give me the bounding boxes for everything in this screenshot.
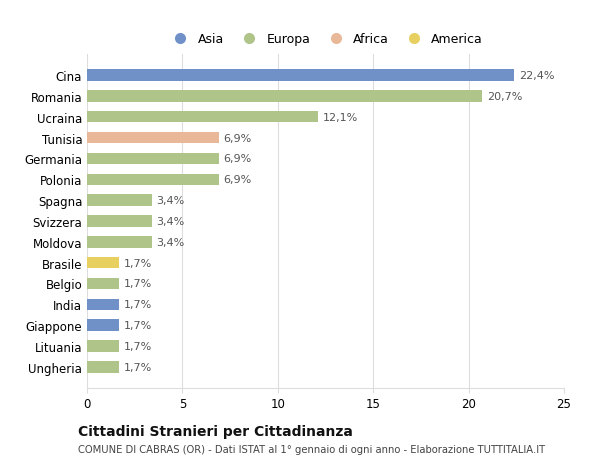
Bar	[87, 361, 119, 373]
Bar	[87, 195, 152, 207]
Text: Cittadini Stranieri per Cittadinanza: Cittadini Stranieri per Cittadinanza	[78, 425, 353, 438]
Bar	[87, 153, 218, 165]
Text: 22,4%: 22,4%	[519, 71, 554, 81]
Bar	[87, 257, 119, 269]
Bar	[87, 299, 119, 310]
Text: 3,4%: 3,4%	[157, 237, 185, 247]
Bar	[87, 91, 482, 102]
Bar	[87, 174, 218, 185]
Text: 6,9%: 6,9%	[223, 154, 251, 164]
Text: 1,7%: 1,7%	[124, 362, 152, 372]
Text: 6,9%: 6,9%	[223, 133, 251, 143]
Bar	[87, 70, 514, 82]
Bar	[87, 133, 218, 144]
Bar	[87, 320, 119, 331]
Text: 1,7%: 1,7%	[124, 258, 152, 268]
Bar	[87, 216, 152, 227]
Text: 1,7%: 1,7%	[124, 341, 152, 351]
Bar	[87, 341, 119, 352]
Text: 6,9%: 6,9%	[223, 175, 251, 185]
Text: 12,1%: 12,1%	[323, 112, 358, 123]
Legend: Asia, Europa, Africa, America: Asia, Europa, Africa, America	[163, 28, 488, 51]
Text: 1,7%: 1,7%	[124, 300, 152, 310]
Bar	[87, 278, 119, 290]
Text: 3,4%: 3,4%	[157, 196, 185, 206]
Text: 3,4%: 3,4%	[157, 217, 185, 226]
Text: COMUNE DI CABRAS (OR) - Dati ISTAT al 1° gennaio di ogni anno - Elaborazione TUT: COMUNE DI CABRAS (OR) - Dati ISTAT al 1°…	[78, 444, 545, 454]
Bar	[87, 112, 318, 123]
Bar	[87, 236, 152, 248]
Text: 20,7%: 20,7%	[487, 92, 522, 102]
Text: 1,7%: 1,7%	[124, 279, 152, 289]
Text: 1,7%: 1,7%	[124, 320, 152, 330]
